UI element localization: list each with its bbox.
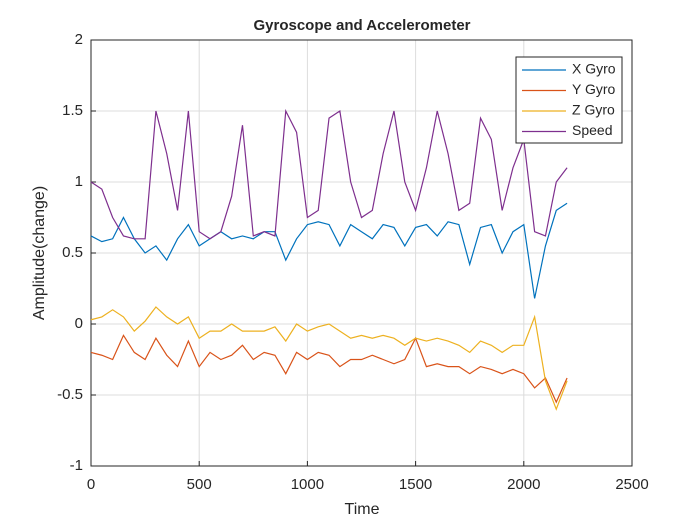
- x-tick-label: 1500: [399, 476, 432, 493]
- data-line: [90, 334, 568, 404]
- legend-label: Speed: [572, 122, 612, 138]
- x-tick-label: 2000: [507, 476, 540, 493]
- x-tick-label: 2500: [615, 476, 648, 493]
- legend-label: X Gyro: [572, 61, 616, 77]
- x-axis-label: Time: [345, 501, 380, 518]
- legend-box: [515, 56, 623, 144]
- data-line: [90, 108, 568, 240]
- y-tick-label: -0.5: [57, 386, 83, 403]
- y-tick-label: 1.5: [62, 102, 83, 119]
- y-axis-label: Amplitude(change): [31, 186, 48, 320]
- x-tick-label: 0: [87, 476, 95, 493]
- data-line: [90, 202, 568, 299]
- legend-label: Z Gyro: [572, 102, 615, 118]
- y-tick-label: 1: [75, 173, 83, 190]
- chart-title: Gyroscope and Accelerometer: [253, 17, 470, 34]
- y-tick-label: 0: [75, 315, 83, 332]
- x-tick-label: 500: [187, 476, 212, 493]
- y-tick-label: 0.5: [62, 244, 83, 261]
- x-tick-label: 1000: [291, 476, 324, 493]
- legend-label: Y Gyro: [572, 81, 616, 97]
- data-line: [90, 306, 568, 411]
- plot-frame: [90, 39, 633, 467]
- y-tick-label: 2: [75, 31, 83, 48]
- y-tick-label: -1: [70, 457, 83, 474]
